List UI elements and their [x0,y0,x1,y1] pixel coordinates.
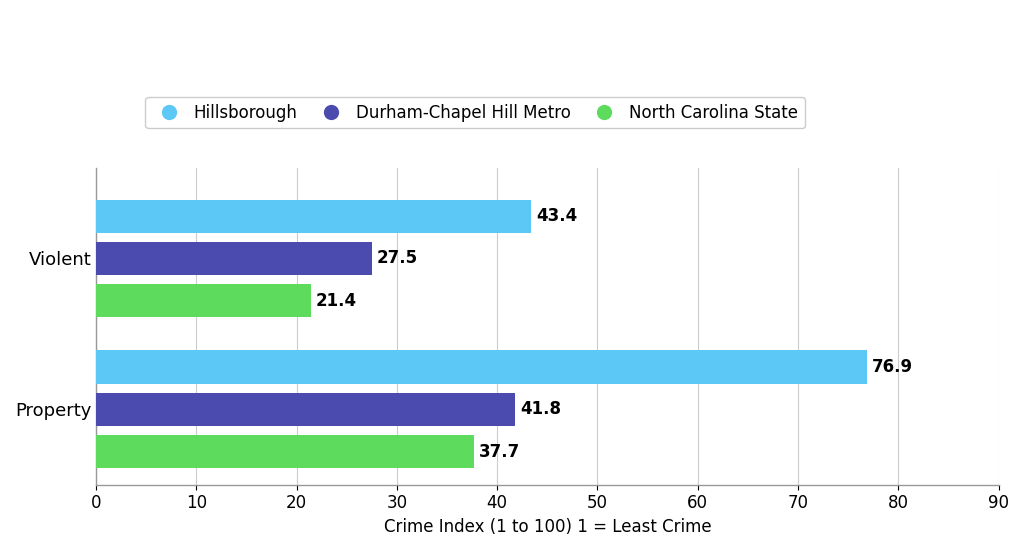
X-axis label: Crime Index (1 to 100) 1 = Least Crime: Crime Index (1 to 100) 1 = Least Crime [384,518,712,536]
Text: 27.5: 27.5 [377,250,418,267]
Bar [96,284,310,317]
Legend: Hillsborough, Durham-Chapel Hill Metro, North Carolina State: Hillsborough, Durham-Chapel Hill Metro, … [145,97,805,128]
Bar [96,435,474,468]
Bar [96,393,515,426]
Bar [96,242,372,275]
Bar [96,199,531,233]
Bar [96,350,867,383]
Text: 76.9: 76.9 [872,358,913,376]
Text: 41.8: 41.8 [520,400,561,418]
Text: 43.4: 43.4 [537,207,578,225]
Text: 21.4: 21.4 [315,291,357,310]
Text: 37.7: 37.7 [479,442,520,461]
